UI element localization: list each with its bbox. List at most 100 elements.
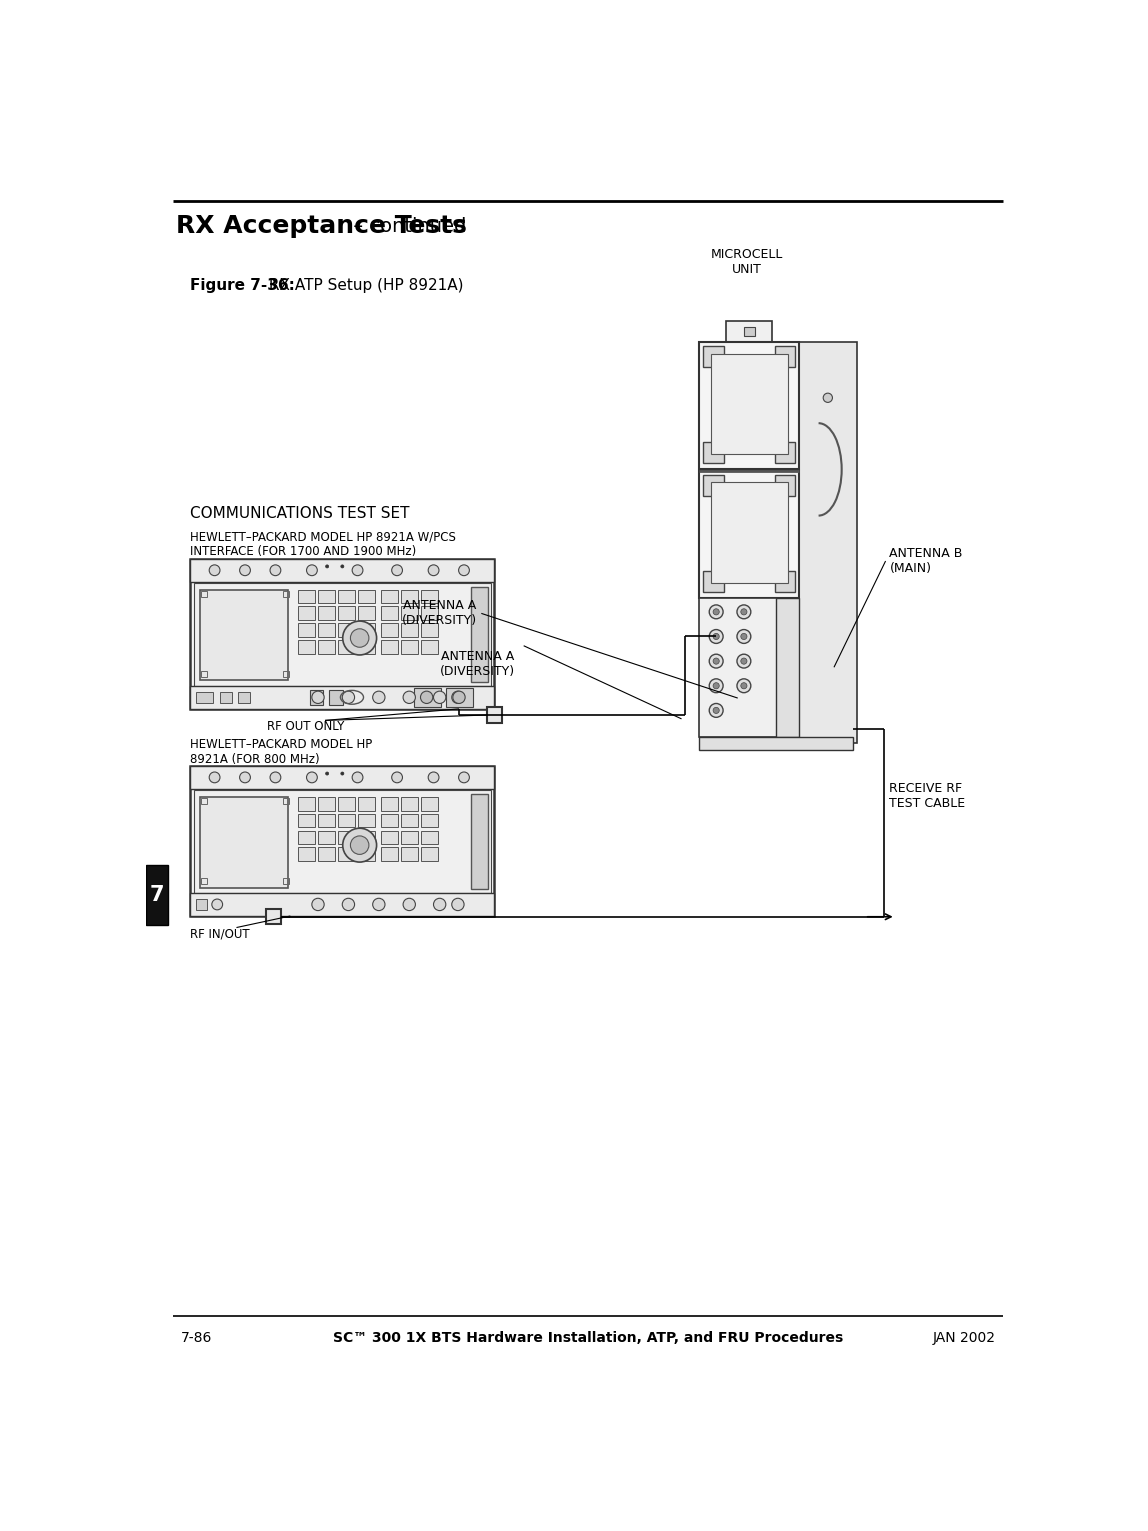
Text: RX Acceptance Tests: RX Acceptance Tests (176, 214, 466, 237)
Bar (445, 687, 473, 706)
Bar (201, 798, 207, 804)
Bar (799, 343, 858, 743)
Bar (421, 589, 439, 603)
Text: HEWLETT–PACKARD MODEL HP
8921A (FOR 800 MHz): HEWLETT–PACKARD MODEL HP 8921A (FOR 800 … (191, 738, 372, 766)
Bar (318, 830, 335, 845)
Bar (339, 589, 355, 603)
Circle shape (373, 899, 385, 911)
Circle shape (740, 683, 747, 689)
Bar (196, 899, 207, 909)
Circle shape (342, 690, 355, 703)
Bar (196, 692, 214, 703)
Circle shape (326, 772, 328, 775)
Circle shape (312, 690, 324, 703)
Circle shape (458, 772, 470, 782)
Bar (191, 766, 495, 788)
Circle shape (737, 678, 751, 692)
Bar (381, 796, 398, 810)
Bar (472, 588, 488, 681)
Bar (339, 830, 355, 845)
Bar (318, 813, 335, 827)
Bar (318, 640, 335, 654)
Bar (776, 599, 799, 736)
Bar (402, 848, 418, 862)
Circle shape (434, 690, 445, 703)
Text: SC™ 300 1X BTS Hardware Installation, ATP, and FRU Procedures: SC™ 300 1X BTS Hardware Installation, AT… (333, 1330, 844, 1346)
Bar (402, 796, 418, 810)
Bar (381, 640, 398, 654)
Bar (339, 813, 355, 827)
Bar (358, 830, 375, 845)
Circle shape (709, 654, 723, 668)
Bar (703, 442, 724, 464)
Bar (421, 813, 439, 827)
Bar (328, 689, 343, 704)
Circle shape (428, 565, 439, 576)
Bar (265, 909, 281, 925)
Bar (402, 640, 418, 654)
Bar (201, 591, 207, 597)
Circle shape (307, 772, 317, 782)
Circle shape (740, 658, 747, 664)
Bar (238, 692, 250, 703)
Bar (298, 606, 315, 620)
Bar (699, 599, 799, 736)
Text: HEWLETT–PACKARD MODEL HP 8921A W/PCS
INTERFACE (FOR 1700 AND 1900 MHz): HEWLETT–PACKARD MODEL HP 8921A W/PCS INT… (191, 530, 456, 559)
Bar (200, 796, 288, 888)
Text: 7-86: 7-86 (181, 1330, 212, 1346)
Bar (703, 475, 724, 496)
Bar (200, 589, 288, 680)
Text: MICROCELL
UNIT: MICROCELL UNIT (711, 248, 783, 276)
Bar (381, 589, 398, 603)
Circle shape (240, 565, 250, 576)
Circle shape (326, 565, 328, 568)
Text: ANTENNA B
(MAIN): ANTENNA B (MAIN) (890, 547, 963, 576)
Bar (381, 848, 398, 862)
Text: RF OUT ONLY: RF OUT ONLY (267, 721, 344, 733)
Bar (358, 848, 375, 862)
Bar (699, 736, 853, 750)
Circle shape (709, 703, 723, 718)
Bar (282, 671, 289, 677)
Bar (191, 686, 495, 709)
Bar (298, 848, 315, 862)
Bar (318, 796, 335, 810)
Bar (282, 591, 289, 597)
Bar (339, 623, 355, 637)
Bar (339, 796, 355, 810)
Bar (298, 830, 315, 845)
Bar (318, 589, 335, 603)
Circle shape (737, 629, 751, 643)
Bar (339, 640, 355, 654)
Bar (219, 692, 232, 703)
Circle shape (350, 836, 369, 854)
Bar (191, 559, 495, 582)
Bar (358, 589, 375, 603)
Bar (421, 640, 439, 654)
Bar (339, 848, 355, 862)
Circle shape (270, 772, 281, 782)
Bar (358, 813, 375, 827)
Bar (775, 571, 796, 592)
Bar (194, 583, 490, 686)
Circle shape (391, 772, 403, 782)
Circle shape (740, 609, 747, 615)
Circle shape (343, 622, 377, 655)
Text: – continued: – continued (347, 216, 466, 236)
Bar (191, 559, 495, 709)
Circle shape (312, 899, 324, 911)
Bar (381, 813, 398, 827)
Bar (699, 472, 799, 599)
Bar (402, 813, 418, 827)
Circle shape (709, 678, 723, 692)
Bar (381, 623, 398, 637)
Circle shape (341, 772, 344, 775)
Circle shape (270, 565, 281, 576)
Bar (282, 879, 289, 885)
Bar (711, 354, 788, 455)
Circle shape (452, 690, 464, 703)
Bar (421, 796, 439, 810)
Circle shape (428, 772, 439, 782)
Circle shape (343, 828, 377, 862)
Circle shape (350, 629, 369, 648)
